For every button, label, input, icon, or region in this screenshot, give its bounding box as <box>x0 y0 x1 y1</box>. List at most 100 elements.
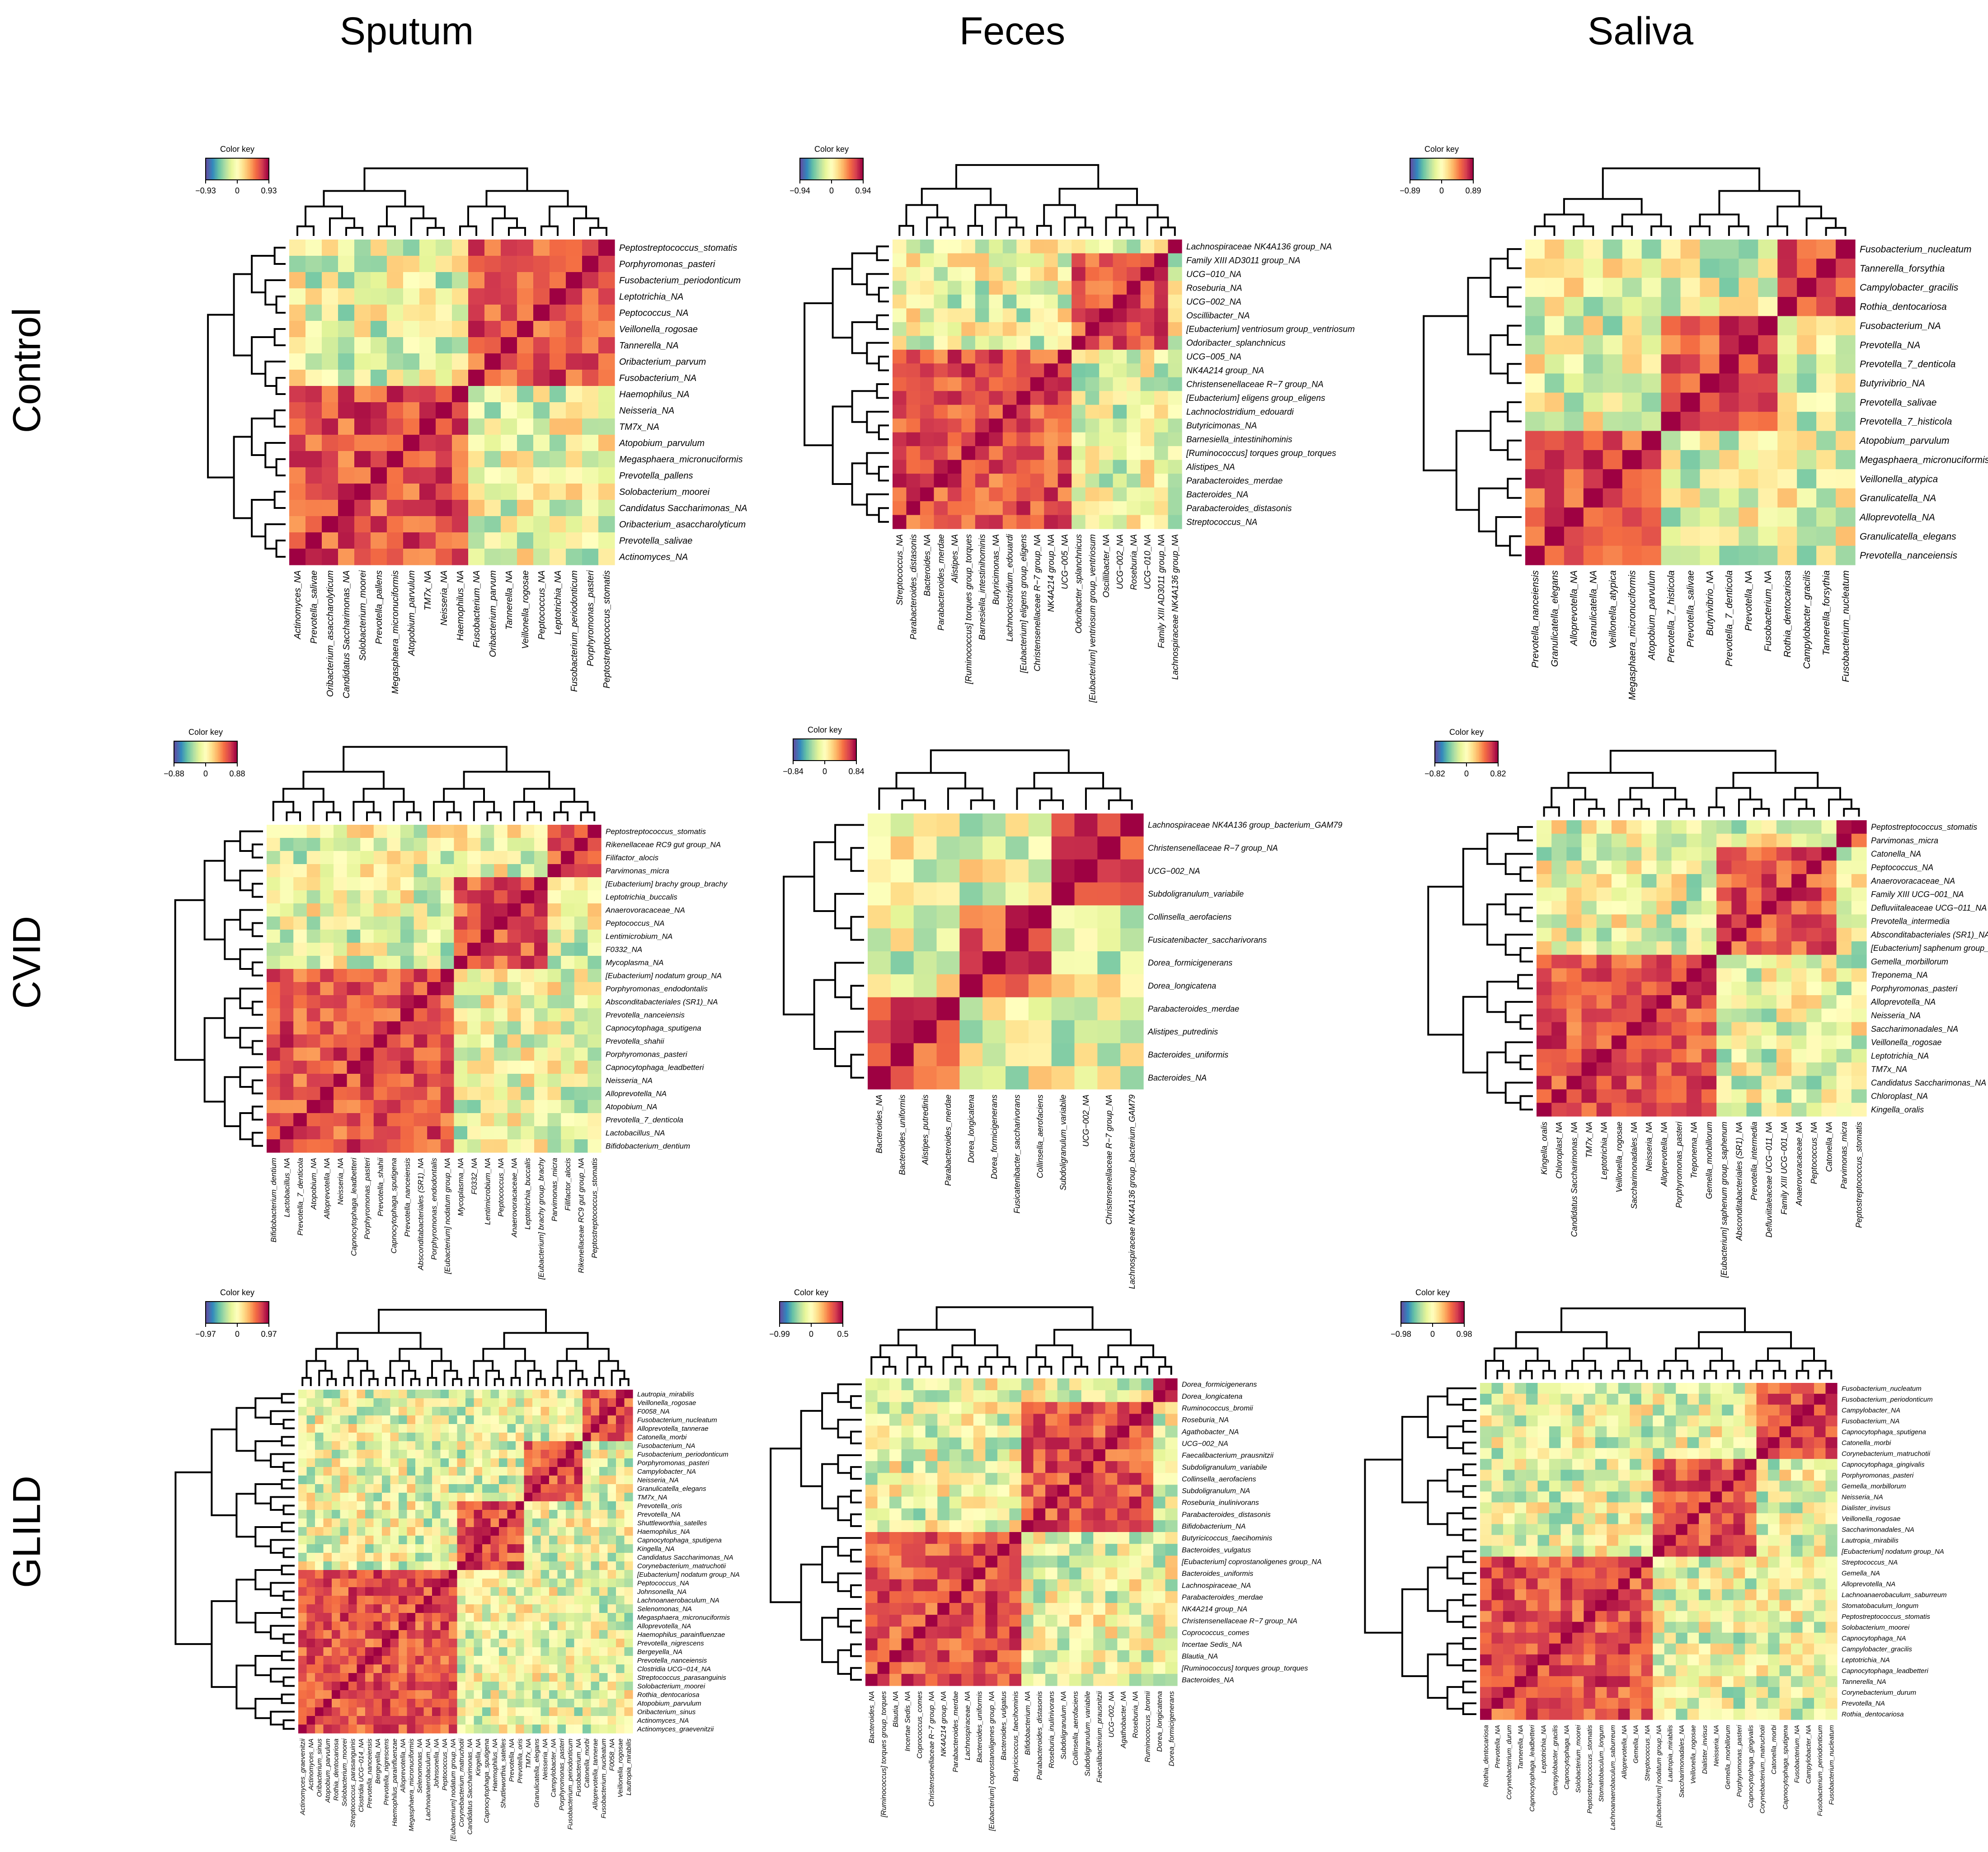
heatmap-cell <box>457 1630 466 1639</box>
column-label: Parabacteroides_distasonis <box>909 534 918 640</box>
heatmap-cell <box>322 402 338 419</box>
color-key-swatch <box>210 741 212 763</box>
heatmap-cell <box>920 418 935 433</box>
heatmap-cell <box>547 1061 561 1074</box>
heatmap-cell <box>599 1450 608 1459</box>
heatmap-cell <box>482 1518 491 1528</box>
heatmap-cell <box>399 1690 408 1699</box>
heatmap-cell <box>449 1579 458 1588</box>
heatmap-cell <box>440 956 454 969</box>
heatmap-cell <box>360 1034 374 1048</box>
heatmap-cell <box>1821 1076 1837 1090</box>
heatmap-cell <box>484 484 501 500</box>
heatmap-cell <box>624 1536 633 1545</box>
heatmap-cell <box>1656 847 1672 861</box>
heatmap-cell <box>427 1126 441 1140</box>
heatmap-cell <box>365 1450 374 1459</box>
color-key-swatch <box>1492 741 1494 763</box>
column-label: Rothia_dentocariosa <box>1782 570 1793 658</box>
heatmap-cell <box>574 1613 583 1622</box>
color-key-swatch <box>831 739 833 761</box>
heatmap-cell <box>1836 431 1856 451</box>
heatmap-cell <box>574 864 588 878</box>
row-label: Fusobacterium_nucleatum <box>1860 244 1971 255</box>
color-key-swatch <box>248 158 250 180</box>
row-label: Rothia_dentocariosa <box>637 1691 700 1699</box>
heatmap-cell <box>598 402 615 419</box>
color-key-swatch <box>234 158 236 180</box>
color-key-swatch <box>838 158 840 180</box>
heatmap-cell <box>399 1699 408 1708</box>
heatmap-cell <box>298 1656 307 1665</box>
heatmap-cell <box>1680 354 1701 374</box>
heatmap-cell <box>436 305 452 321</box>
heatmap-cell <box>599 1441 608 1450</box>
heatmap-cell <box>407 1604 416 1613</box>
heatmap-cell <box>334 1113 348 1127</box>
heatmap-cell <box>1836 820 1852 834</box>
heatmap-cell <box>582 337 599 354</box>
heatmap-cell <box>323 1699 332 1708</box>
heatmap-cell <box>454 1087 468 1100</box>
heatmap-cell <box>591 1699 600 1708</box>
heatmap-cell <box>893 432 907 447</box>
heatmap-cell <box>1746 928 1762 942</box>
heatmap-cell <box>557 1716 566 1725</box>
heatmap-cell <box>1776 887 1792 902</box>
heatmap-cell <box>607 1450 616 1459</box>
color-key-swatch <box>1429 158 1431 180</box>
heatmap-cell <box>403 256 420 273</box>
row-label: Subdoligranulum_variabile <box>1148 889 1244 898</box>
heatmap-cell <box>501 305 517 321</box>
heatmap-cell <box>440 890 454 904</box>
color-key-swatch <box>235 158 238 180</box>
heatmap-cell <box>323 1613 332 1622</box>
heatmap-cell <box>524 1622 533 1631</box>
heatmap-cell <box>1626 982 1642 996</box>
heatmap-cell <box>403 516 420 533</box>
heatmap-cell <box>390 1725 399 1734</box>
heatmap-cell <box>561 1021 575 1035</box>
heatmap-cell <box>289 500 306 517</box>
heatmap-cell <box>574 1433 583 1442</box>
row-label: Roseburia_NA <box>1186 283 1242 293</box>
heatmap-cell <box>1030 336 1044 350</box>
heatmap-cell <box>484 549 501 565</box>
heatmap-cell <box>982 905 1006 929</box>
heatmap-cell <box>315 1596 324 1605</box>
heatmap-cell <box>474 1579 483 1588</box>
heatmap-cell <box>1002 418 1017 433</box>
heatmap-cell <box>293 877 307 891</box>
heatmap-cell <box>360 930 374 943</box>
heatmap-cell <box>432 1467 441 1476</box>
heatmap-cell <box>419 240 436 256</box>
heatmap-cell <box>1072 253 1086 268</box>
color-key-tick-label: 0.93 <box>261 186 277 195</box>
heatmap-cell <box>387 370 404 386</box>
control-saliva-dendrogram-branch <box>1563 198 1643 215</box>
heatmap-cell <box>480 917 494 930</box>
heatmap-cell <box>566 451 583 468</box>
heatmap-cell <box>440 1390 449 1399</box>
heatmap-cell <box>419 353 436 370</box>
heatmap-cell <box>906 501 921 516</box>
glild-sputum-dendrogram-branch <box>270 1496 295 1511</box>
color-key-swatch <box>1413 158 1415 180</box>
control-saliva-dendrogram-branch <box>1507 286 1522 308</box>
heatmap-cell <box>1140 432 1155 447</box>
heatmap-cell <box>390 1656 399 1665</box>
color-key-swatch <box>811 158 813 180</box>
heatmap-cell <box>419 305 436 321</box>
heatmap-cell <box>1127 308 1141 323</box>
heatmap-cell <box>1701 860 1717 874</box>
color-key-tick-label: −0.94 <box>790 186 810 195</box>
color-key-swatch <box>229 1302 231 1323</box>
heatmap-cell <box>1777 354 1797 374</box>
cvid-saliva-dendrogram-branch <box>1519 1014 1533 1030</box>
heatmap-cell <box>407 1587 416 1596</box>
heatmap-cell <box>415 1656 424 1665</box>
color-key-swatch <box>261 1302 263 1323</box>
heatmap-cell <box>432 1527 441 1536</box>
heatmap-cell <box>1671 1049 1687 1063</box>
heatmap-cell <box>407 1493 416 1502</box>
